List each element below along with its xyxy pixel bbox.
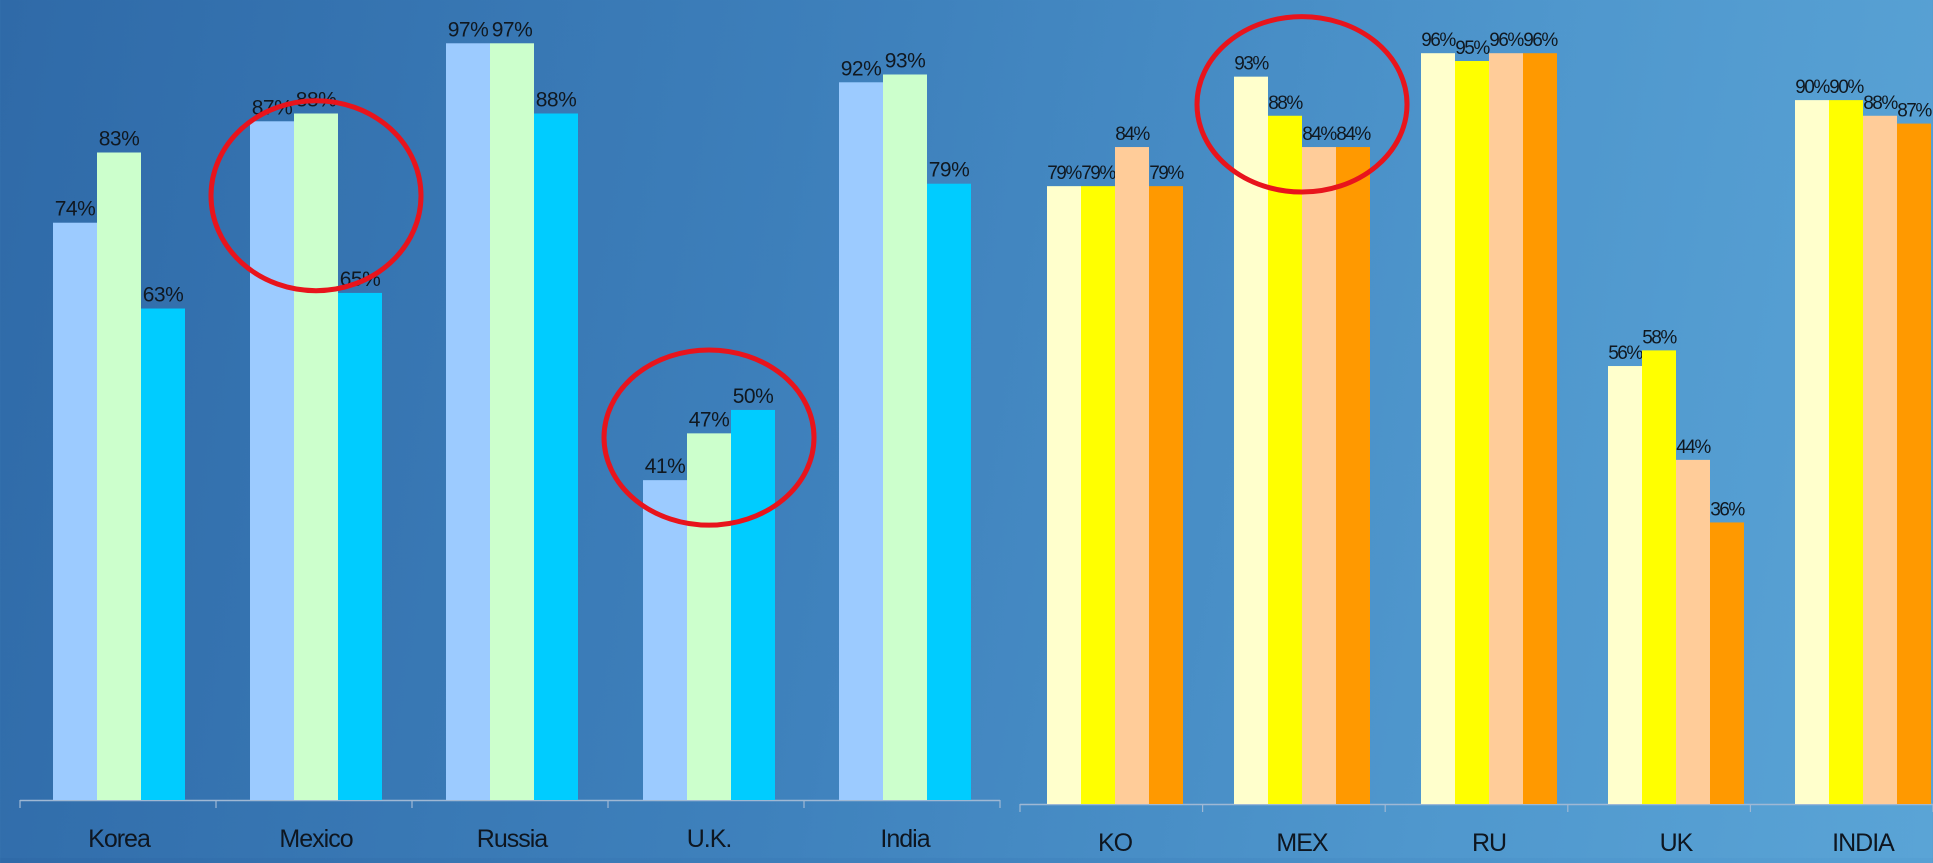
chart-right-data-label: 79% bbox=[1047, 163, 1082, 184]
chart-left-bar bbox=[927, 183, 971, 800]
chart-right-bar bbox=[1829, 100, 1863, 804]
chart-left-highlight-circle bbox=[208, 98, 424, 294]
chart-right-data-label: 58% bbox=[1642, 327, 1677, 348]
chart-right-bar bbox=[1897, 123, 1931, 804]
chart-left-bar bbox=[643, 480, 687, 800]
chart-right-data-label: 96% bbox=[1421, 30, 1456, 51]
chart-right-data-label: 96% bbox=[1489, 30, 1524, 51]
chart-right-bar bbox=[1676, 459, 1710, 804]
chart-right-data-label: 88% bbox=[1863, 93, 1898, 114]
chart-right-data-label: 84% bbox=[1302, 124, 1337, 145]
chart-left-category-label: India bbox=[880, 825, 930, 853]
chart-right-bar bbox=[1047, 186, 1081, 804]
chart-left-data-label: 50% bbox=[733, 385, 774, 408]
chart-left-data-label: 92% bbox=[841, 57, 882, 80]
chart-right-data-label: 79% bbox=[1149, 163, 1184, 184]
chart-right-bar bbox=[1081, 186, 1115, 804]
chart-right-data-label: 96% bbox=[1523, 30, 1558, 51]
chart-left-data-label: 79% bbox=[929, 159, 970, 182]
chart-left-bar bbox=[338, 292, 382, 800]
chart-right-data-label: 93% bbox=[1234, 54, 1269, 75]
chart-left-bar bbox=[883, 74, 927, 800]
chart-right-bar bbox=[1455, 61, 1489, 804]
chart-right-data-label: 79% bbox=[1081, 163, 1116, 184]
chart-right-data-label: 87% bbox=[1897, 101, 1932, 122]
chart-right-bar bbox=[1336, 147, 1370, 804]
chart-right-bar bbox=[1523, 53, 1557, 804]
chart-left-category-label: Mexico bbox=[279, 825, 352, 853]
chart-right-category-label: INDIA bbox=[1832, 829, 1895, 857]
chart-left-data-label: 97% bbox=[448, 18, 489, 41]
chart-left-bar bbox=[53, 222, 97, 801]
chart-right-data-label: 36% bbox=[1710, 499, 1745, 520]
chart-right-data-label: 88% bbox=[1268, 93, 1303, 114]
chart-left-bar bbox=[731, 409, 775, 800]
chart-right-bar bbox=[1863, 115, 1897, 804]
chart-left-data-label: 93% bbox=[885, 49, 926, 72]
chart-right-data-label: 90% bbox=[1829, 77, 1864, 98]
chart-left-data-label: 74% bbox=[55, 198, 96, 221]
chart-left-category-label: Russia bbox=[477, 825, 549, 853]
chart-right-bar bbox=[1489, 53, 1523, 804]
chart-right-bar bbox=[1149, 186, 1183, 804]
chart-left-bar bbox=[534, 113, 578, 801]
chart-right-data-label: 56% bbox=[1608, 343, 1643, 364]
chart-right-bar bbox=[1608, 366, 1642, 804]
chart-right-bar bbox=[1421, 53, 1455, 804]
chart-left-bar bbox=[97, 152, 141, 801]
chart-left-data-label: 41% bbox=[645, 455, 686, 478]
chart-left-bar bbox=[446, 43, 490, 801]
chart-right-bar bbox=[1642, 350, 1676, 804]
chart-right-bar bbox=[1234, 76, 1268, 804]
chart-right-data-label: 95% bbox=[1455, 38, 1490, 59]
chart-left-bar bbox=[250, 121, 294, 801]
chart-right-bar bbox=[1302, 147, 1336, 804]
chart-right-data-label: 90% bbox=[1795, 77, 1830, 98]
chart-right-category-label: UK bbox=[1660, 829, 1694, 857]
chart-left-data-label: 83% bbox=[99, 128, 140, 151]
chart-left-bar bbox=[490, 43, 534, 801]
chart-right-category-label: MEX bbox=[1276, 829, 1329, 857]
chart-right-data-label: 44% bbox=[1676, 437, 1711, 458]
chart-left-data-label: 63% bbox=[143, 284, 184, 307]
chart-right-category-label: RU bbox=[1472, 829, 1506, 857]
chart-left-bar bbox=[839, 82, 883, 800]
chart-right-bar bbox=[1268, 115, 1302, 804]
chart-left-bar bbox=[294, 113, 338, 801]
chart-right-data-label: 84% bbox=[1336, 124, 1371, 145]
chart-left-data-label: 47% bbox=[689, 408, 730, 431]
chart-left-category-label: U.K. bbox=[687, 825, 732, 853]
chart-left-highlight-circle bbox=[601, 347, 817, 528]
chart-right-bar bbox=[1795, 100, 1829, 804]
chart-right-highlight-circle bbox=[1194, 14, 1410, 195]
chart-right-category-label: KO bbox=[1098, 829, 1133, 857]
chart-right-bar bbox=[1710, 522, 1744, 804]
chart-left-data-label: 88% bbox=[536, 88, 577, 111]
chart-right-bar bbox=[1115, 147, 1149, 804]
chart-left-bar bbox=[141, 308, 185, 800]
chart-right-data-label: 84% bbox=[1115, 124, 1150, 145]
chart-left-bar bbox=[687, 433, 731, 800]
chart-left-category-label: Korea bbox=[88, 825, 151, 853]
chart-left-data-label: 97% bbox=[492, 18, 533, 41]
